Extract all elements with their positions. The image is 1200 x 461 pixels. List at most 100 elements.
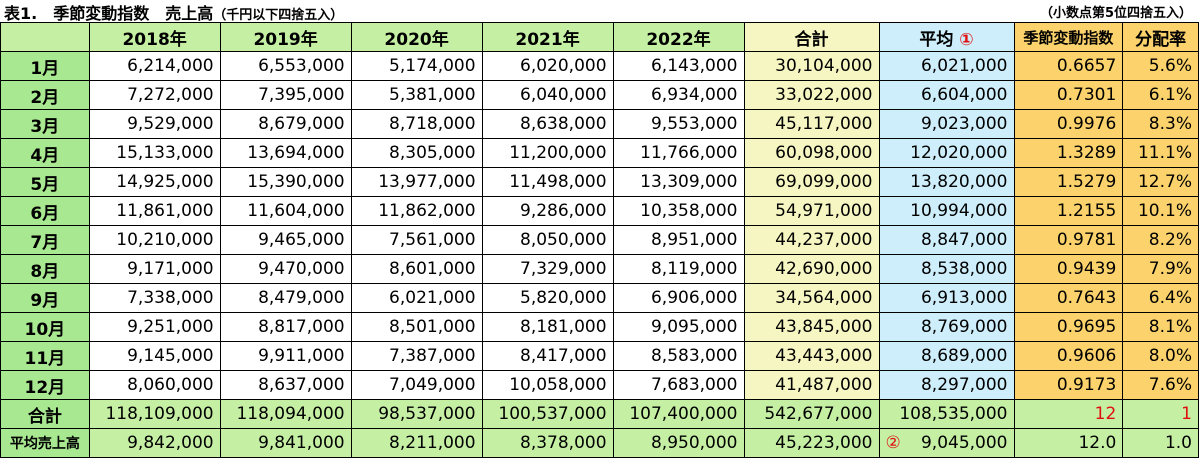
header-row: 2018年 2019年 2020年 2021年 2022年 合計 平均 ① 季節…	[0, 22, 1199, 52]
ratio-cell: 8.1%	[1122, 312, 1199, 342]
month-label: 2月	[0, 80, 90, 110]
month-total-cell: 43,443,000	[743, 341, 880, 371]
month-row: 9月 7,338,000 8,479,000 6,021,000 5,820,000 6,…	[0, 283, 1199, 313]
sales-cell: 6,143,000	[612, 51, 745, 81]
month-rows: 1月 6,214,000 6,553,000 5,174,000 6,020,000 6,…	[0, 51, 1199, 400]
year-header: 2022年	[612, 22, 745, 52]
sales-cell: 7,387,000	[350, 341, 483, 371]
average-row-value: 8,211,000	[350, 428, 483, 458]
seasonal-index-cell: 0.9976	[1013, 109, 1124, 139]
year-header: 2021年	[481, 22, 614, 52]
sales-cell: 5,820,000	[481, 283, 614, 313]
sales-cell: 9,465,000	[219, 225, 352, 255]
seasonal-index-cell: 0.6657	[1013, 51, 1124, 81]
sales-cell: 6,021,000	[350, 283, 483, 313]
table-title-main: 表1. 季節変動指数 売上高	[4, 4, 214, 23]
avg-total: 108,535,000	[878, 399, 1015, 429]
rounding-note: （小数点第5位四捨五入）	[1039, 6, 1192, 21]
sales-cell: 7,272,000	[88, 80, 221, 110]
sales-cell: 9,251,000	[88, 312, 221, 342]
total-row-value: 98,537,000	[350, 399, 483, 429]
sales-cell: 7,338,000	[88, 283, 221, 313]
sales-cell: 7,049,000	[350, 370, 483, 400]
total-row-label: 合計	[0, 399, 90, 429]
month-row: 10月 9,251,000 8,817,000 8,501,000 8,181,000 9…	[0, 312, 1199, 342]
sales-cell: 15,390,000	[219, 167, 352, 197]
ratio-cell: 8.2%	[1122, 225, 1199, 255]
month-total-cell: 42,690,000	[743, 254, 880, 284]
sales-cell: 5,174,000	[350, 51, 483, 81]
ratio-cell: 5.6%	[1122, 51, 1199, 81]
ratio-total: 1	[1122, 399, 1199, 429]
sales-cell: 8,479,000	[219, 283, 352, 313]
circled-two-marker: ②	[885, 433, 901, 453]
total-row-value: 118,109,000	[88, 399, 221, 429]
sales-cell: 5,381,000	[350, 80, 483, 110]
sales-cell: 11,861,000	[88, 196, 221, 226]
month-total-cell: 44,237,000	[743, 225, 880, 255]
sales-cell: 8,951,000	[612, 225, 745, 255]
sales-cell: 9,529,000	[88, 109, 221, 139]
month-row: 6月 11,861,000 11,604,000 11,862,000 9,286,00…	[0, 196, 1199, 226]
sales-cell: 8,679,000	[219, 109, 352, 139]
sales-cell: 8,601,000	[350, 254, 483, 284]
seasonal-index-cell: 0.9695	[1013, 312, 1124, 342]
sales-cell: 10,358,000	[612, 196, 745, 226]
month-total-cell: 41,487,000	[743, 370, 880, 400]
avg-header: 平均 ①	[878, 22, 1015, 52]
total-row-value: 107,400,000	[612, 399, 745, 429]
seasonal-index-cell: 0.9781	[1013, 225, 1124, 255]
average-row-value: 8,378,000	[481, 428, 614, 458]
seasonal-index-cell: 1.2155	[1013, 196, 1124, 226]
average-avg-value: 9,045,000	[920, 433, 1008, 453]
month-row: 4月 15,133,000 13,694,000 8,305,000 11,200,00…	[0, 138, 1199, 168]
ratio-cell: 8.0%	[1122, 341, 1199, 371]
ratio-cell: 7.6%	[1122, 370, 1199, 400]
sales-cell: 14,925,000	[88, 167, 221, 197]
sales-cell: 6,020,000	[481, 51, 614, 81]
average-row-value: 9,841,000	[219, 428, 352, 458]
month-avg-cell: 8,297,000	[878, 370, 1015, 400]
ratio-header: 分配率	[1122, 22, 1199, 52]
sales-cell: 6,040,000	[481, 80, 614, 110]
sales-cell: 8,583,000	[612, 341, 745, 371]
average-row-value: 8,950,000	[612, 428, 745, 458]
average-index: 12.0	[1013, 428, 1124, 458]
sales-cell: 13,309,000	[612, 167, 745, 197]
sales-cell: 8,417,000	[481, 341, 614, 371]
average-ratio: 1.0	[1122, 428, 1199, 458]
sales-cell: 7,395,000	[219, 80, 352, 110]
table-title: 表1. 季節変動指数 売上高（千円以下四捨五入）	[4, 0, 343, 24]
month-label: 5月	[0, 167, 90, 197]
sales-cell: 6,934,000	[612, 80, 745, 110]
ratio-cell: 6.1%	[1122, 80, 1199, 110]
sales-cell: 9,145,000	[88, 341, 221, 371]
sales-cell: 15,133,000	[88, 138, 221, 168]
sales-cell: 13,977,000	[350, 167, 483, 197]
month-row: 12月 8,060,000 8,637,000 7,049,000 10,058,000…	[0, 370, 1199, 400]
month-row: 2月 7,272,000 7,395,000 5,381,000 6,040,000 6,…	[0, 80, 1199, 110]
month-avg-cell: 8,769,000	[878, 312, 1015, 342]
total-row-value: 100,537,000	[481, 399, 614, 429]
sales-cell: 10,058,000	[481, 370, 614, 400]
title-row: 表1. 季節変動指数 売上高（千円以下四捨五入） （小数点第5位四捨五入）	[0, 0, 1200, 24]
seasonal-index-cell: 1.3289	[1013, 138, 1124, 168]
seasonal-index-cell: 0.9439	[1013, 254, 1124, 284]
month-total-cell: 33,022,000	[743, 80, 880, 110]
sales-cell: 8,181,000	[481, 312, 614, 342]
sales-cell: 7,329,000	[481, 254, 614, 284]
month-avg-cell: 13,820,000	[878, 167, 1015, 197]
month-row: 5月 14,925,000 15,390,000 13,977,000 11,498,0…	[0, 167, 1199, 197]
year-header: 2018年	[88, 22, 221, 52]
month-avg-cell: 12,020,000	[878, 138, 1015, 168]
month-row: 8月 9,171,000 9,470,000 8,601,000 7,329,000 8,…	[0, 254, 1199, 284]
average-row-label: 平均売上高	[0, 428, 90, 458]
month-total-cell: 34,564,000	[743, 283, 880, 313]
ratio-cell: 11.1%	[1122, 138, 1199, 168]
grand-total: 542,677,000	[743, 399, 880, 429]
sales-cell: 10,210,000	[88, 225, 221, 255]
month-avg-cell: 8,538,000	[878, 254, 1015, 284]
month-label: 11月	[0, 341, 90, 371]
month-row: 7月 10,210,000 9,465,000 7,561,000 8,050,000 8…	[0, 225, 1199, 255]
sales-cell: 9,095,000	[612, 312, 745, 342]
